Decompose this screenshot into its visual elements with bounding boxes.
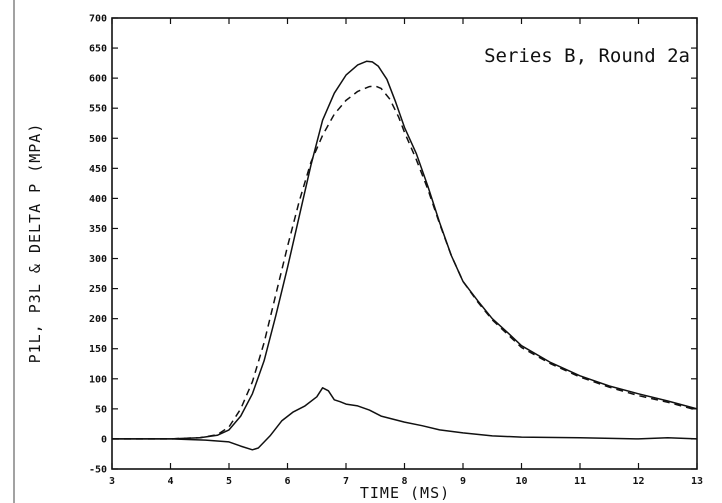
x-tick-label: 6: [284, 476, 290, 487]
y-tick-label: 450: [89, 164, 107, 175]
y-tick-label: 350: [89, 224, 107, 235]
y-tick-label: 500: [89, 134, 107, 145]
y-tick-label: 200: [89, 314, 107, 325]
x-tick-label: 7: [343, 476, 349, 487]
x-tick-label: 5: [226, 476, 232, 487]
y-axis-title: P1L, P3L & DELTA P (MPA): [26, 123, 44, 364]
x-tick-label: 9: [460, 476, 466, 487]
plot-area: -50 0 50 100 150 200 250 300 350 400 450 500 550 600 6…: [89, 14, 703, 488]
series-line-2: [112, 85, 698, 440]
y-tick-label: 50: [95, 404, 107, 415]
y-tick-label: 650: [89, 44, 107, 55]
y-tick-label: 0: [101, 434, 107, 445]
x-tick-label: 13: [691, 476, 703, 487]
x-tick-label: 11: [574, 476, 586, 487]
y-tick-label: 100: [89, 374, 107, 385]
plot-frame: [111, 17, 698, 470]
x-tick-label: 4: [167, 476, 173, 487]
y-tick-label: 150: [89, 344, 107, 355]
y-tick-label: 550: [89, 104, 107, 115]
chart-annotation: Series B, Round 2a: [484, 45, 690, 67]
x-tick-label: 12: [632, 476, 644, 487]
y-tick-label: 400: [89, 194, 107, 205]
y-tick-label: -50: [89, 465, 107, 476]
x-axis-title: TIME (MS): [360, 484, 450, 502]
series-line-1: [112, 60, 698, 440]
x-tick-label: 3: [109, 476, 115, 487]
y-tick-label: 300: [89, 254, 107, 265]
x-tick-label: 8: [401, 476, 407, 487]
y-tick-label: 600: [89, 74, 107, 85]
series-line-3: [112, 387, 698, 451]
y-tick-label: 250: [89, 284, 107, 295]
x-tick-label: 10: [515, 476, 527, 487]
y-tick-label: 700: [89, 14, 107, 25]
